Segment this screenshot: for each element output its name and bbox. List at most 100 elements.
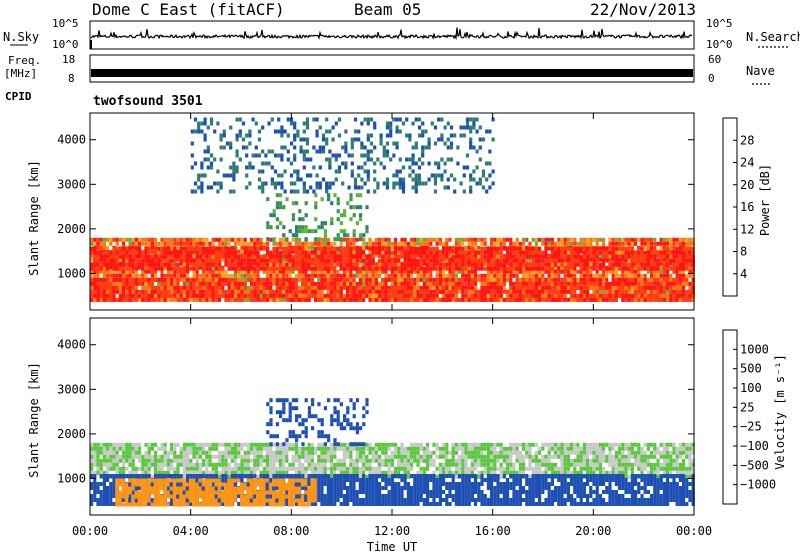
power-cell (269, 266, 273, 271)
power-cell (474, 258, 478, 263)
power-cell (272, 266, 276, 271)
power-cell (349, 277, 353, 282)
power-cell (349, 193, 353, 198)
power-cell (672, 245, 676, 250)
power-cell (302, 149, 306, 154)
power-cell (374, 277, 378, 282)
power-cell (624, 293, 628, 298)
power-cell (288, 261, 292, 266)
power-cell (614, 281, 618, 286)
power-cell (144, 297, 148, 302)
power-cell (202, 241, 206, 246)
power-cell (360, 165, 364, 170)
power-cell (355, 281, 359, 286)
power-cell (197, 185, 201, 190)
power-cell (261, 181, 265, 186)
power-cell (496, 258, 500, 263)
power-cell (576, 250, 580, 255)
power-cell (334, 121, 338, 126)
power-cell (160, 269, 164, 274)
power-cell (458, 297, 462, 302)
power-cell (325, 157, 329, 162)
power-cell (397, 277, 401, 282)
power-cell (240, 289, 244, 294)
power-cell (669, 285, 673, 290)
power-cell (422, 241, 426, 246)
power-cell (234, 237, 238, 242)
power-cell (240, 277, 244, 282)
power-cell (272, 209, 276, 214)
power-cell (237, 281, 241, 286)
power-cell (414, 145, 418, 150)
power-cell (147, 293, 151, 298)
power-cell (394, 297, 398, 302)
power-cell (205, 269, 209, 274)
power-cell (387, 250, 391, 255)
power-cell (387, 285, 391, 290)
power-cell (621, 293, 625, 298)
power-cell (656, 297, 660, 302)
power-cell (301, 262, 305, 267)
power-cell (131, 277, 135, 282)
power-cell (131, 241, 135, 246)
power-cell (637, 269, 641, 274)
power-cell (448, 281, 452, 286)
power-cell (256, 258, 260, 263)
power-cell (669, 237, 673, 242)
power-cell (224, 258, 228, 263)
power-cell (621, 262, 625, 267)
power-cell (397, 297, 401, 302)
power-cell (170, 241, 174, 246)
power-cell (333, 261, 337, 266)
power-cell (339, 281, 343, 286)
power-cell (195, 285, 199, 290)
power-cell (413, 285, 417, 290)
power-cell (285, 197, 289, 202)
power-cell (666, 249, 670, 254)
power-cell (541, 277, 545, 282)
power-cell (154, 269, 158, 274)
power-cell (630, 262, 634, 267)
power-cell (682, 237, 686, 242)
power-cell (160, 246, 164, 251)
power-cell (154, 297, 158, 302)
power-cell (406, 258, 410, 263)
power-cell (512, 262, 516, 267)
power-cell (502, 241, 506, 246)
power-cell (385, 141, 390, 146)
power-cell (214, 250, 218, 255)
power-cell (570, 241, 574, 246)
power-cell (493, 241, 497, 246)
power-cell (400, 273, 404, 278)
power-cell (640, 241, 644, 246)
power-cell (406, 241, 410, 246)
power-cell (138, 289, 142, 294)
power-cell (346, 237, 350, 242)
power-cell (222, 129, 226, 134)
power-cell (621, 285, 625, 290)
power-cell (496, 289, 500, 294)
power-cell (358, 289, 362, 294)
power-cell (365, 262, 369, 267)
power-cell (602, 273, 606, 278)
power-cell (371, 261, 375, 266)
power-cell (483, 261, 487, 266)
power-cell (144, 237, 148, 242)
power-cell (250, 241, 254, 246)
power-cell (314, 250, 318, 255)
power-cell (291, 269, 295, 274)
power-cell (237, 277, 241, 282)
power-cell (227, 297, 231, 302)
power-cell (301, 217, 305, 222)
power-cell (378, 289, 382, 294)
power-cell (659, 289, 663, 294)
power-cell (426, 257, 430, 262)
power-cell (586, 254, 590, 259)
power-cell (314, 269, 318, 274)
power-cell (643, 266, 647, 271)
power-cell (403, 285, 407, 290)
power-cell (157, 297, 161, 302)
power-cell (541, 281, 545, 286)
power-cell (267, 149, 271, 154)
power-cell (334, 177, 338, 182)
